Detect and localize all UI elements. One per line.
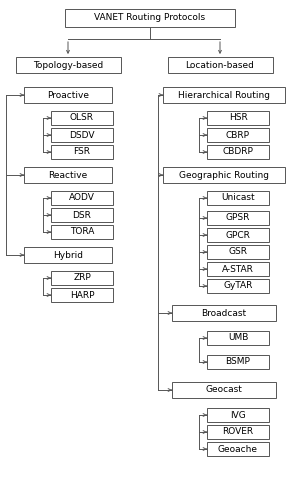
Text: A-STAR: A-STAR [222, 264, 254, 274]
Text: DSR: DSR [73, 210, 92, 220]
FancyBboxPatch shape [24, 167, 112, 183]
FancyBboxPatch shape [207, 425, 269, 439]
FancyBboxPatch shape [207, 355, 269, 369]
Text: Geoache: Geoache [218, 444, 258, 454]
Text: Hybrid: Hybrid [53, 250, 83, 260]
FancyBboxPatch shape [207, 245, 269, 259]
Text: Geographic Routing: Geographic Routing [179, 170, 269, 179]
Text: Proactive: Proactive [47, 90, 89, 100]
Text: FSR: FSR [74, 148, 91, 156]
FancyBboxPatch shape [207, 262, 269, 276]
FancyBboxPatch shape [207, 442, 269, 456]
FancyBboxPatch shape [207, 111, 269, 125]
FancyBboxPatch shape [207, 279, 269, 293]
Text: GSR: GSR [229, 248, 247, 256]
FancyBboxPatch shape [51, 225, 113, 239]
Text: GPSR: GPSR [226, 214, 250, 222]
FancyBboxPatch shape [65, 9, 235, 27]
FancyBboxPatch shape [163, 167, 285, 183]
Text: CBDRP: CBDRP [223, 148, 254, 156]
FancyBboxPatch shape [24, 87, 112, 103]
Text: Unicast: Unicast [221, 194, 255, 202]
Text: VANET Routing Protocols: VANET Routing Protocols [94, 14, 206, 22]
FancyBboxPatch shape [167, 57, 272, 73]
FancyBboxPatch shape [51, 208, 113, 222]
Text: IVG: IVG [230, 410, 246, 420]
Text: Geocast: Geocast [206, 386, 242, 394]
FancyBboxPatch shape [207, 191, 269, 205]
FancyBboxPatch shape [172, 305, 276, 321]
FancyBboxPatch shape [163, 87, 285, 103]
Text: GPCR: GPCR [226, 230, 250, 239]
Text: OLSR: OLSR [70, 114, 94, 122]
Text: Topology-based: Topology-based [33, 60, 103, 70]
Text: Hierarchical Routing: Hierarchical Routing [178, 90, 270, 100]
Text: BSMP: BSMP [226, 358, 250, 366]
FancyBboxPatch shape [24, 247, 112, 263]
FancyBboxPatch shape [207, 408, 269, 422]
FancyBboxPatch shape [16, 57, 121, 73]
Text: ROVER: ROVER [222, 428, 254, 436]
FancyBboxPatch shape [207, 211, 269, 225]
Text: GyTAR: GyTAR [223, 282, 253, 290]
Text: HSR: HSR [229, 114, 247, 122]
FancyBboxPatch shape [51, 128, 113, 142]
Text: TORA: TORA [70, 228, 94, 236]
Text: UMB: UMB [228, 334, 248, 342]
FancyBboxPatch shape [51, 191, 113, 205]
Text: Reactive: Reactive [48, 170, 88, 179]
Text: DSDV: DSDV [69, 130, 95, 140]
FancyBboxPatch shape [51, 145, 113, 159]
Text: Broadcast: Broadcast [201, 308, 247, 318]
FancyBboxPatch shape [207, 128, 269, 142]
Text: CBRP: CBRP [226, 130, 250, 140]
FancyBboxPatch shape [51, 271, 113, 285]
Text: AODV: AODV [69, 194, 95, 202]
FancyBboxPatch shape [51, 288, 113, 302]
FancyBboxPatch shape [172, 382, 276, 398]
Text: ZRP: ZRP [73, 274, 91, 282]
Text: Location-based: Location-based [186, 60, 254, 70]
FancyBboxPatch shape [207, 331, 269, 345]
Text: HARP: HARP [70, 290, 94, 300]
FancyBboxPatch shape [207, 228, 269, 242]
FancyBboxPatch shape [207, 145, 269, 159]
FancyBboxPatch shape [51, 111, 113, 125]
